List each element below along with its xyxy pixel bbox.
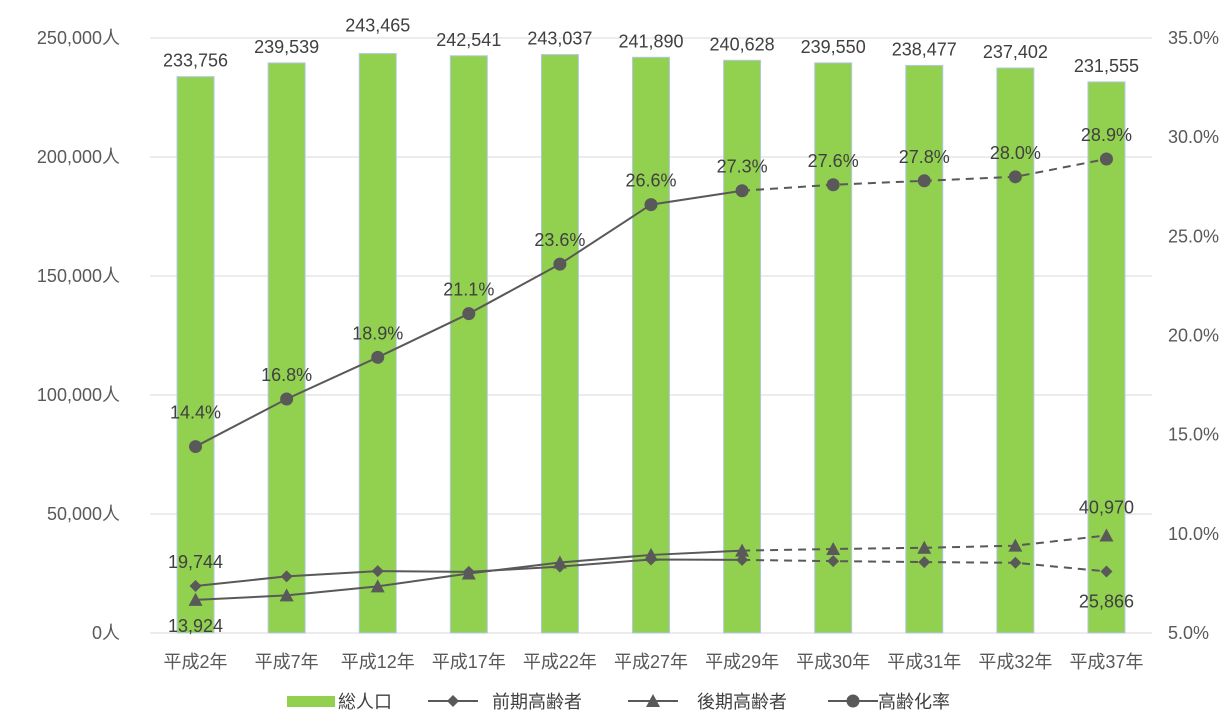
y-right-tick-label: 5.0% xyxy=(1168,623,1209,643)
late-elderly-data-label: 40,970 xyxy=(1079,497,1134,517)
legend-marker-diamond xyxy=(447,695,459,707)
aging-rate-data-label: 27.3% xyxy=(717,157,768,177)
late-elderly-point xyxy=(370,579,385,593)
early-elderly-data-label: 25,866 xyxy=(1079,591,1134,611)
bar-7 xyxy=(723,59,762,634)
late-elderly-point xyxy=(1008,538,1023,552)
aging-rate-point xyxy=(553,257,567,271)
bar-data-label: 243,465 xyxy=(345,16,410,36)
y-right-tick-label: 30.0% xyxy=(1168,127,1219,147)
bar-6 xyxy=(632,56,670,634)
bar-data-label: 233,756 xyxy=(163,51,228,71)
y-left-tick-label: 250,000人 xyxy=(37,28,120,48)
bar-data-label: 243,037 xyxy=(527,29,592,49)
late-elderly-point xyxy=(552,555,567,569)
late-elderly-point xyxy=(279,588,294,602)
y-right-tick-label: 20.0% xyxy=(1168,326,1219,346)
bar-data-label: 242,541 xyxy=(436,30,501,50)
x-tick-label: 平成2年 xyxy=(164,652,228,672)
aging-rate-data-label: 26.6% xyxy=(625,171,676,191)
aging-rate-point xyxy=(1099,152,1113,166)
aging-rate-data-label: 21.1% xyxy=(443,280,494,300)
early-elderly-point xyxy=(736,553,749,566)
aging-rate-data-label: 28.0% xyxy=(990,143,1041,163)
early-elderly-point xyxy=(280,570,293,583)
aging-rate-point xyxy=(826,178,840,192)
y-right-tick-label: 25.0% xyxy=(1168,226,1219,246)
x-tick-label: 平成7年 xyxy=(255,652,319,672)
y-left-tick-label: 100,000人 xyxy=(37,385,120,405)
bar-data-label: 239,539 xyxy=(254,37,319,57)
early-elderly-point xyxy=(1100,565,1113,578)
y-left-tick-label: 150,000人 xyxy=(37,266,120,286)
y-left-tick-label: 50,000人 xyxy=(47,504,120,524)
aging-rate-point xyxy=(917,174,931,188)
y-right-tick-label: 10.0% xyxy=(1168,524,1219,544)
late-elderly-data-label: 13,924 xyxy=(168,616,223,636)
early-elderly-point xyxy=(827,555,840,568)
aging-rate-data-label: 14.4% xyxy=(170,403,221,423)
x-tick-label: 平成17年 xyxy=(432,652,506,672)
bar-4 xyxy=(449,55,488,634)
late-elderly-point xyxy=(644,547,658,561)
aging-rate-data-label: 27.8% xyxy=(899,147,950,167)
x-tick-label: 平成31年 xyxy=(887,652,961,672)
bar-3 xyxy=(358,53,397,634)
bar-data-label: 240,628 xyxy=(710,34,775,54)
early-elderly-point xyxy=(189,580,202,593)
late-elderly-point xyxy=(917,540,932,554)
aging-rate-point xyxy=(189,440,203,454)
y-left-tick-label: 0人 xyxy=(92,623,120,643)
bar-8 xyxy=(814,62,853,634)
aging-rate-data-label: 16.8% xyxy=(261,365,312,385)
bar-data-label: 237,402 xyxy=(983,42,1048,62)
aging-rate-point xyxy=(1008,170,1022,184)
legend-label: 前期高齢者 xyxy=(492,692,582,712)
x-tick-label: 平成29年 xyxy=(705,652,779,672)
aging-rate-point xyxy=(371,350,385,364)
bar-5 xyxy=(540,54,579,634)
late-elderly-point xyxy=(188,592,203,606)
legend-label: 後期高齢者 xyxy=(697,692,787,712)
x-tick-label: 平成22年 xyxy=(523,652,597,672)
bar-1 xyxy=(176,76,215,634)
x-tick-label: 平成32年 xyxy=(978,652,1052,672)
aging-rate-point xyxy=(280,392,294,406)
aging-rate-point xyxy=(735,184,749,198)
legend-label: 総人口 xyxy=(338,692,392,712)
aging-rate-data-label: 28.9% xyxy=(1081,125,1132,145)
early-elderly-point xyxy=(1009,556,1022,569)
x-tick-label: 平成37年 xyxy=(1069,652,1143,672)
late-elderly-point xyxy=(1099,528,1114,542)
bar-data-label: 238,477 xyxy=(892,39,957,59)
aging-rate-point xyxy=(462,307,476,321)
y-left-tick-label: 200,000人 xyxy=(37,147,120,167)
bar-data-label: 231,555 xyxy=(1074,56,1139,76)
x-tick-label: 平成12年 xyxy=(341,652,415,672)
legend-marker-triangle xyxy=(646,694,660,707)
legend-marker-circle xyxy=(846,694,860,708)
x-tick-label: 平成30年 xyxy=(796,652,870,672)
bar-data-label: 239,550 xyxy=(801,37,866,57)
aging-rate-data-label: 27.6% xyxy=(808,151,859,171)
legend-label: 高齢化率 xyxy=(878,692,950,712)
early-elderly-point xyxy=(918,556,931,569)
aging-rate-data-label: 23.6% xyxy=(534,230,585,250)
x-tick-label: 平成27年 xyxy=(614,652,688,672)
bar-9 xyxy=(905,64,944,634)
legend-swatch-bar xyxy=(287,696,335,707)
late-elderly-point xyxy=(461,566,476,580)
y-right-tick-label: 15.0% xyxy=(1168,425,1219,445)
bar-2 xyxy=(267,62,306,634)
late-elderly-point xyxy=(735,543,750,557)
aging-rate-point xyxy=(644,198,658,212)
bar-data-label: 241,890 xyxy=(618,31,683,51)
y-right-tick-label: 35.0% xyxy=(1168,28,1219,48)
early-elderly-data-label: 19,744 xyxy=(168,552,223,572)
early-elderly-point xyxy=(371,565,384,578)
aging-rate-data-label: 18.9% xyxy=(352,323,403,343)
late-elderly-point xyxy=(826,541,841,555)
